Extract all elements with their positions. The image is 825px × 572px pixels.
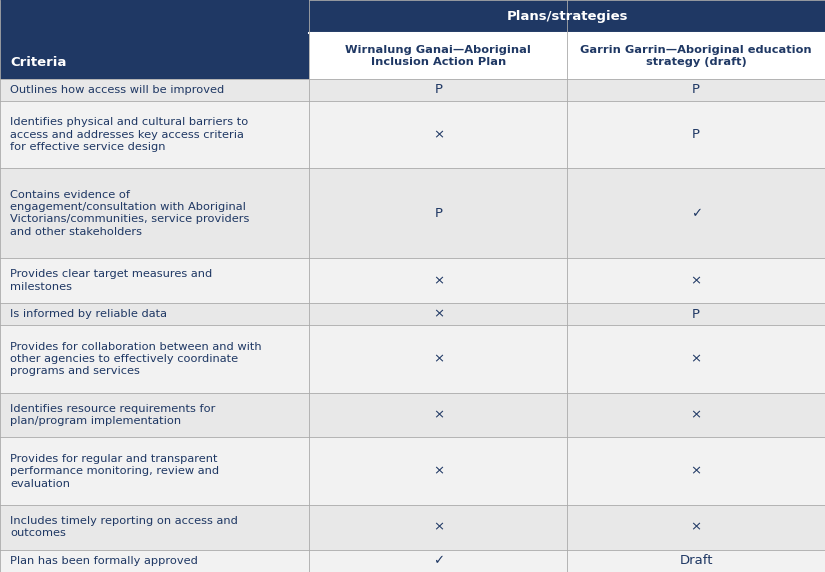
Text: P: P (434, 206, 442, 220)
Text: ×: × (691, 464, 701, 478)
Bar (568, 33, 825, 79)
Bar (0, 168, 825, 258)
Text: Wirnalung Ganai—Aboriginal
Inclusion Action Plan: Wirnalung Ganai—Aboriginal Inclusion Act… (346, 45, 531, 67)
Text: ×: × (433, 408, 444, 422)
Bar (0, 79, 825, 101)
Text: Includes timely reporting on access and
outcomes: Includes timely reporting on access and … (10, 516, 238, 538)
Text: Draft: Draft (679, 554, 713, 567)
Bar (0, 101, 825, 168)
Bar (0, 303, 825, 325)
Text: Garrin Garrin—Aboriginal education
strategy (draft): Garrin Garrin—Aboriginal education strat… (580, 45, 812, 67)
Bar (0, 33, 309, 79)
Text: P: P (692, 308, 700, 321)
Text: Provides for collaboration between and with
other agencies to effectively coordi: Provides for collaboration between and w… (10, 341, 262, 376)
Text: P: P (692, 84, 700, 97)
Text: ×: × (691, 274, 701, 287)
Text: Identifies resource requirements for
plan/program implementation: Identifies resource requirements for pla… (10, 404, 215, 426)
Text: ✓: ✓ (433, 554, 444, 567)
Text: ×: × (691, 408, 701, 422)
Text: Outlines how access will be improved: Outlines how access will be improved (10, 85, 224, 95)
Text: Identifies physical and cultural barriers to
access and addresses key access cri: Identifies physical and cultural barrier… (10, 117, 248, 152)
Text: ×: × (433, 521, 444, 534)
Text: Plans/strategies: Plans/strategies (507, 10, 628, 23)
Text: Is informed by reliable data: Is informed by reliable data (10, 309, 167, 319)
Text: ×: × (691, 521, 701, 534)
Text: ×: × (433, 308, 444, 321)
Bar (0, 0, 825, 33)
Text: ×: × (433, 352, 444, 366)
Bar (309, 33, 568, 79)
Text: P: P (434, 84, 442, 97)
Bar (0, 550, 825, 572)
Text: ×: × (691, 352, 701, 366)
Text: Plan has been formally approved: Plan has been formally approved (10, 556, 198, 566)
Bar (0, 325, 825, 392)
Text: ×: × (433, 274, 444, 287)
Bar (0, 438, 825, 505)
Text: Criteria: Criteria (10, 56, 66, 69)
Text: Provides clear target measures and
milestones: Provides clear target measures and miles… (10, 269, 212, 292)
Bar (0, 392, 825, 438)
Bar (0, 505, 825, 550)
Text: P: P (692, 128, 700, 141)
Text: Contains evidence of
engagement/consultation with Aboriginal
Victorians/communit: Contains evidence of engagement/consulta… (10, 190, 249, 237)
Text: Provides for regular and transparent
performance monitoring, review and
evaluati: Provides for regular and transparent per… (10, 454, 219, 488)
Text: ✓: ✓ (691, 206, 701, 220)
Text: ×: × (433, 464, 444, 478)
Bar (0, 258, 825, 303)
Text: ×: × (433, 128, 444, 141)
